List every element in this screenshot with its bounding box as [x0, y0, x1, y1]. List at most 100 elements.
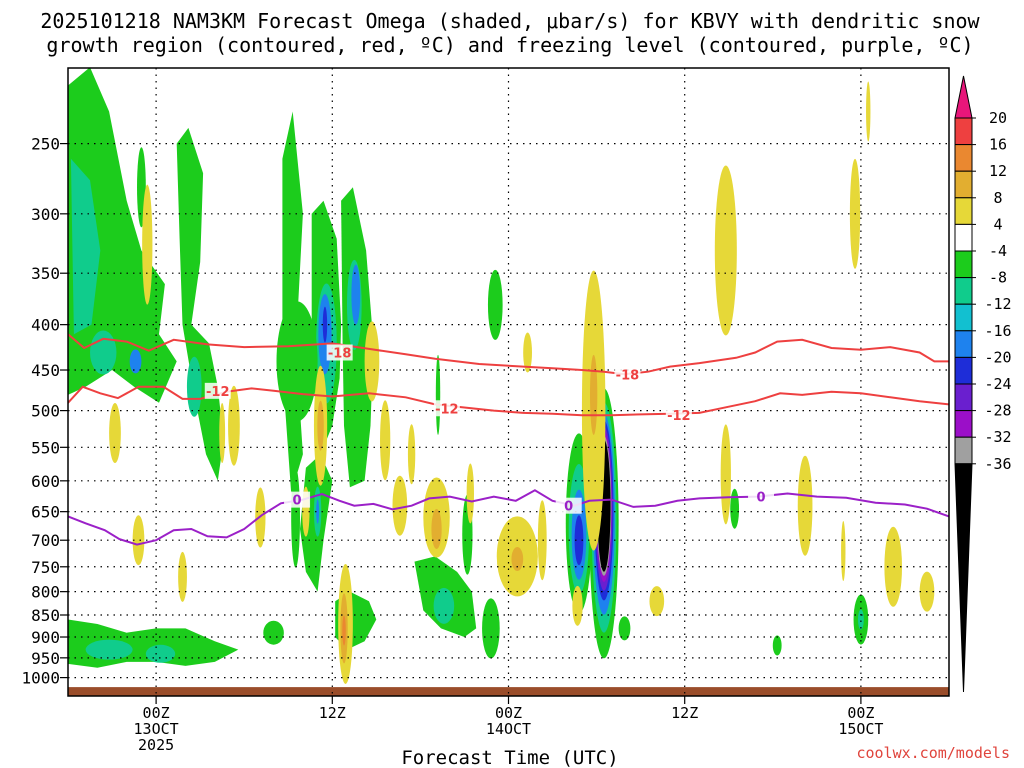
omega-shading: [68, 68, 949, 696]
colorbar-label: -24: [984, 375, 1011, 393]
y-tick-label: 950: [31, 649, 60, 668]
contour-label-bg: [614, 366, 641, 383]
colorbar-label: 20: [989, 109, 1007, 127]
omega-positive-blob-4: [219, 403, 226, 464]
contour-label-bg: [204, 382, 231, 399]
contour-label-bg: [284, 491, 311, 508]
colorbar-label: -4: [989, 242, 1007, 260]
omega-region-upperleft-teal: [70, 158, 101, 335]
omega-blob-lowlevel-teal3: [145, 644, 176, 663]
contour-label: 0: [564, 500, 573, 515]
omega-blob-11z-cyan: [316, 499, 320, 524]
contour-line: [68, 385, 949, 417]
omega-positive-blob-8: [380, 400, 391, 481]
colorbar-label: -8: [989, 269, 1007, 287]
colorbar-bin-max: [954, 75, 973, 119]
omega-positive-blob-11: [466, 463, 474, 524]
y-tick-label: 250: [31, 135, 60, 154]
ground-surface: [68, 687, 949, 696]
y-tick-label: 800: [31, 583, 60, 602]
omega-blob-30z-green: [618, 616, 631, 641]
x-axis-label: Forecast Time (UTC): [401, 747, 618, 768]
contour-label: -18: [616, 368, 640, 383]
colorbar-label: -16: [984, 322, 1011, 340]
omega-positive-core-4: [511, 547, 524, 572]
omega-positive-blob-23: [720, 424, 731, 525]
y-tick-label: 850: [31, 606, 60, 625]
colorbar-bin: [954, 410, 973, 438]
omega-blob-20z-green: [435, 354, 441, 435]
omega-positive-blob-22: [649, 586, 665, 617]
contour-label: -12: [435, 402, 459, 417]
chart-title-line1: 2025101218 NAM3KM Forecast Omega (shaded…: [40, 9, 980, 33]
omega-positive-core-2: [431, 509, 442, 550]
omega-positive-core-0: [317, 400, 324, 451]
y-tick-label: 750: [31, 558, 60, 577]
colorbar-bin: [954, 436, 973, 465]
contour-label-bg: [433, 400, 460, 417]
chart-title-line2: growth region (contoured, red, ºC) and f…: [46, 33, 973, 57]
omega-core-blue: [574, 515, 584, 566]
colorbar-bin: [954, 223, 973, 252]
colorbar-label: -36: [984, 455, 1011, 473]
colorbar-bin-min: [954, 463, 973, 693]
contour-label-bg: [665, 407, 692, 424]
omega-blob-9z-green: [291, 467, 300, 568]
x-tick-label: 12Z: [319, 704, 346, 722]
omega-blob-42z-green: [772, 635, 782, 656]
y-tick-label: 650: [31, 503, 60, 522]
colorbar-label: -28: [984, 402, 1011, 420]
omega-blob-23z-low: [482, 598, 500, 659]
y-axis-ticks: 250 300 350 400 450 500 550 600 650 700 750 800 850 9…: [21, 135, 68, 688]
colorbar-bin: [954, 383, 973, 412]
contour-line: [68, 333, 949, 376]
colorbar-label: -20: [984, 348, 1011, 366]
contour-label: -12: [667, 409, 691, 424]
omega-positive-blob-0: [142, 184, 153, 305]
x-tick-label: 13OCT: [134, 720, 179, 738]
colorbar-bin: [954, 277, 973, 305]
x-tick-label: 00Z: [495, 704, 522, 722]
colorbar-bin: [954, 170, 973, 199]
y-tick-label: 600: [31, 472, 60, 491]
y-tick-label: 350: [31, 264, 60, 283]
omega-blob-23z-green: [487, 269, 503, 340]
y-tick-label: 1000: [21, 669, 60, 688]
y-tick-label: 400: [31, 316, 60, 335]
x-tick-label: 2025: [138, 736, 174, 754]
omega-positive-blob-1: [109, 403, 121, 464]
colorbar-bin: [954, 197, 973, 225]
omega-blob-13z-cyan: [351, 264, 361, 325]
y-tick-label: 550: [31, 438, 60, 457]
colorbar-label: -32: [984, 428, 1011, 446]
x-tick-label: 14OCT: [486, 720, 531, 738]
contour-label-bg: [748, 488, 775, 505]
x-tick-label: 15OCT: [838, 720, 883, 738]
omega-blob-19z-teal: [433, 587, 455, 624]
colorbar-bin: [954, 144, 973, 172]
omega-region-upperleft: [68, 68, 177, 403]
colorbar-label: 4: [993, 215, 1002, 233]
omega-blob-lowlevel-teal2: [85, 639, 133, 660]
y-tick-label: 300: [31, 205, 60, 224]
colorbar-label: -12: [984, 295, 1011, 313]
colorbar-bin: [954, 303, 973, 332]
colorbar-bin: [954, 356, 973, 385]
contour-label: -18: [328, 347, 352, 362]
contour-label: -12: [206, 385, 230, 400]
omega-positive-blob-25: [364, 321, 380, 402]
contour-label: 0: [757, 491, 766, 506]
omega-positive-blob-21: [866, 81, 871, 142]
omega-blob-48z-teal: [857, 609, 864, 630]
omega-positive-blob-9: [392, 475, 408, 536]
colorbar-bin: [954, 330, 973, 358]
contour-label-bg: [555, 497, 582, 514]
colorbar-label: 8: [993, 189, 1002, 207]
omega-positive-blob-29: [228, 385, 240, 466]
gridlines: [68, 68, 949, 696]
colorbar-bin: [954, 117, 973, 146]
omega-positive-core-3: [589, 354, 598, 435]
omega-positive-blob-27: [572, 585, 583, 626]
colorbar-label: 16: [989, 136, 1007, 154]
